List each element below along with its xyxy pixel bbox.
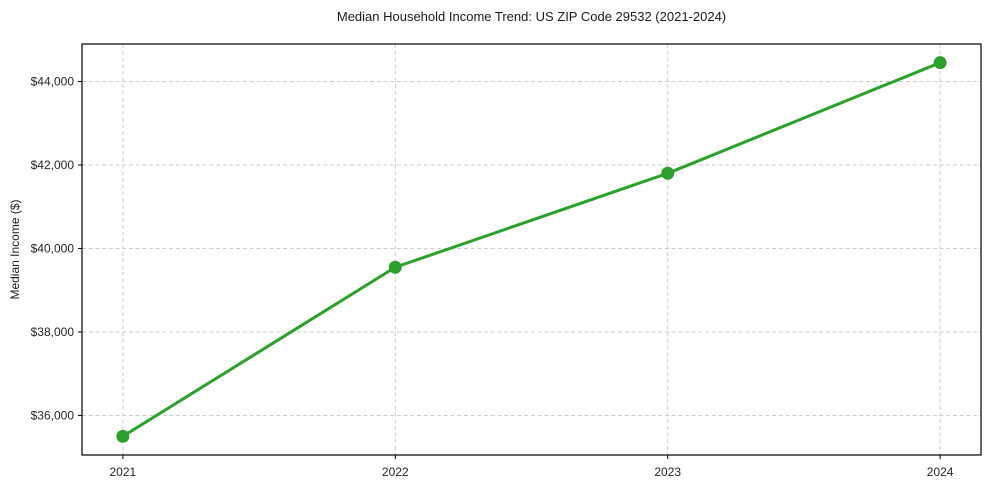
x-tick-label: 2021 <box>110 465 137 479</box>
y-tick-label: $36,000 <box>31 408 75 422</box>
trend-line <box>121 61 942 438</box>
y-tick-label: $42,000 <box>31 158 75 172</box>
y-tick-label: $40,000 <box>31 241 75 255</box>
y-tick-label: $44,000 <box>31 74 75 88</box>
x-tick-label: 2024 <box>927 465 954 479</box>
chart-title: Median Household Income Trend: US ZIP Co… <box>336 9 727 24</box>
x-tick-label: 2023 <box>654 465 681 479</box>
y-tick-label: $38,000 <box>31 325 75 339</box>
data-point-2024 <box>933 56 947 70</box>
data-point-2022 <box>388 260 402 274</box>
data-point-2023 <box>661 166 675 180</box>
x-tick-label: 2022 <box>382 465 409 479</box>
data-point-2021 <box>116 429 130 443</box>
plot-border <box>81 43 982 456</box>
